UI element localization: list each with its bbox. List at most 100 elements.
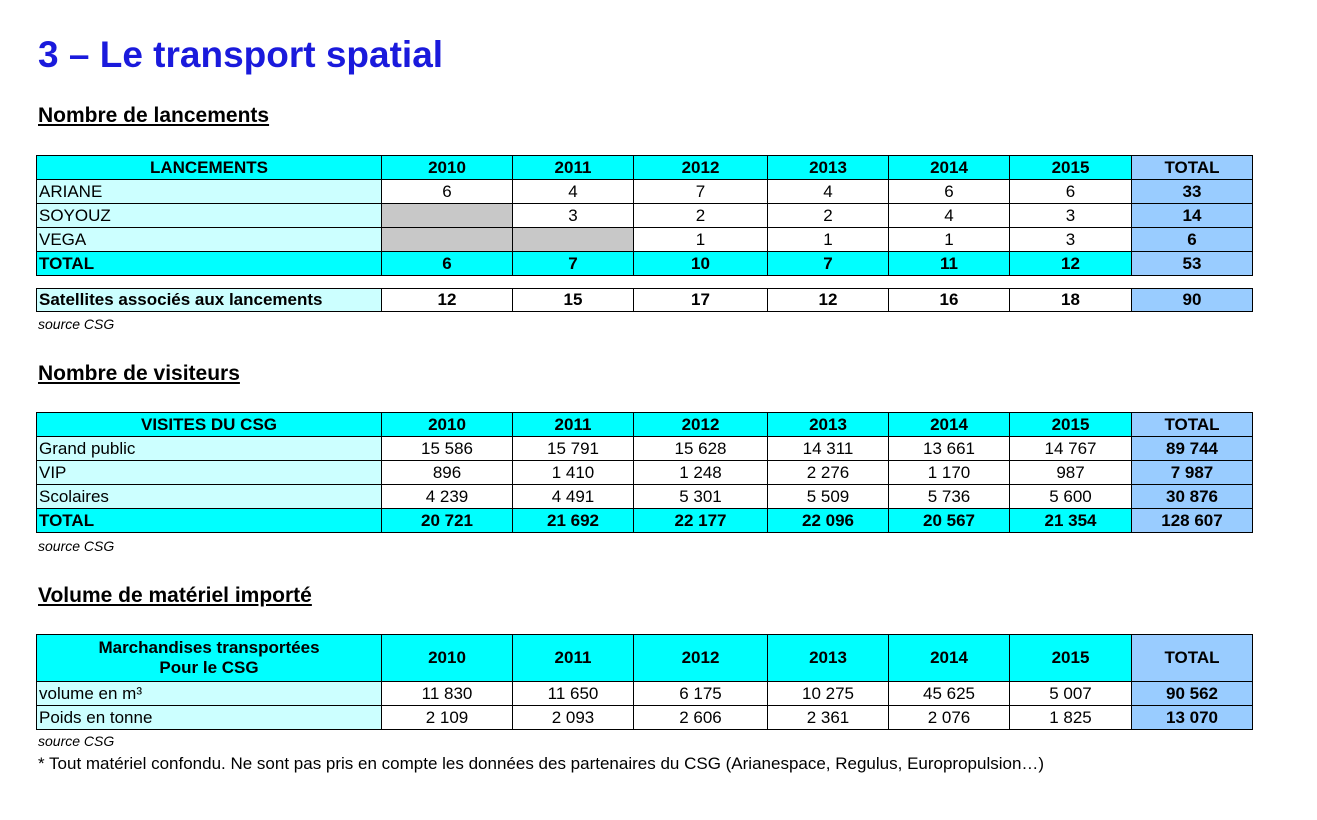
year-header: 2014 <box>888 155 1010 180</box>
table-cell: 3 <box>1009 203 1132 228</box>
table-cell: 5 509 <box>767 484 889 509</box>
table-cell: 2 276 <box>767 460 889 485</box>
row-label: VIP <box>36 460 382 485</box>
table-cell: 6 <box>381 179 513 204</box>
grand-total: 128 607 <box>1131 508 1253 533</box>
imports-header-label: Marchandises transportées Pour le CSG <box>36 634 382 682</box>
table-cell: 10 <box>633 251 768 276</box>
table-cell: 1 410 <box>512 460 634 485</box>
table-cell: 15 791 <box>512 436 634 461</box>
total-header: TOTAL <box>1131 155 1253 180</box>
table-cell: 7 <box>512 251 634 276</box>
year-header: 2015 <box>1009 634 1132 682</box>
year-header: 2015 <box>1009 412 1132 437</box>
year-header: 2015 <box>1009 155 1132 180</box>
table-cell: 1 <box>767 227 889 252</box>
visitors-table: VISITES DU CSG 2010 2011 2012 2013 2014 … <box>36 412 1253 533</box>
launches-heading: Nombre de lancements <box>38 104 270 127</box>
table-cell: 2 076 <box>888 705 1010 730</box>
table-cell: 22 096 <box>767 508 889 533</box>
year-header: 2014 <box>888 634 1010 682</box>
table-cell: 10 275 <box>767 681 889 706</box>
year-header: 2014 <box>888 412 1010 437</box>
total-header: TOTAL <box>1131 634 1253 682</box>
table-cell: 22 177 <box>633 508 768 533</box>
table-cell: 987 <box>1009 460 1132 485</box>
launches-header-row: LANCEMENTS 2010 2011 2012 2013 2014 2015… <box>36 155 1253 180</box>
table-cell: 4 <box>888 203 1010 228</box>
table-row: Poids en tonne 2 109 2 093 2 606 2 361 2… <box>36 705 1253 730</box>
total-header: TOTAL <box>1131 412 1253 437</box>
table-cell: 6 <box>381 251 513 276</box>
table-cell: 1 170 <box>888 460 1010 485</box>
row-label: Satellites associés aux lancements <box>36 288 382 312</box>
row-total: 90 <box>1131 288 1253 312</box>
table-cell: 5 301 <box>633 484 768 509</box>
empty-cell <box>381 203 513 228</box>
row-label: Scolaires <box>36 484 382 509</box>
table-cell: 12 <box>767 288 889 312</box>
row-label: Poids en tonne <box>36 705 382 730</box>
table-cell: 12 <box>381 288 513 312</box>
table-cell: 20 721 <box>381 508 513 533</box>
table-cell: 5 736 <box>888 484 1010 509</box>
table-cell: 3 <box>1009 227 1132 252</box>
year-header: 2013 <box>767 412 889 437</box>
year-header: 2011 <box>512 634 634 682</box>
row-label: VEGA <box>36 227 382 252</box>
table-cell: 21 354 <box>1009 508 1132 533</box>
table-cell: 2 109 <box>381 705 513 730</box>
row-total: 13 070 <box>1131 705 1253 730</box>
table-cell: 896 <box>381 460 513 485</box>
table-cell: 2 093 <box>512 705 634 730</box>
year-header: 2011 <box>512 412 634 437</box>
visitors-heading: Nombre de visiteurs <box>38 362 240 385</box>
table-cell: 1 <box>888 227 1010 252</box>
year-header: 2010 <box>381 155 513 180</box>
year-header: 2010 <box>381 634 513 682</box>
empty-cell <box>381 227 513 252</box>
table-cell: 4 491 <box>512 484 634 509</box>
table-cell: 11 650 <box>512 681 634 706</box>
table-cell: 4 239 <box>381 484 513 509</box>
row-label: Grand public <box>36 436 382 461</box>
table-cell: 2 <box>767 203 889 228</box>
imports-header-line: Pour le CSG <box>159 658 259 677</box>
table-cell: 21 692 <box>512 508 634 533</box>
table-cell: 2 <box>633 203 768 228</box>
table-cell: 6 <box>888 179 1010 204</box>
table-row: VEGA 1 1 1 3 6 <box>36 227 1253 252</box>
table-cell: 6 175 <box>633 681 768 706</box>
launches-table: LANCEMENTS 2010 2011 2012 2013 2014 2015… <box>36 155 1253 276</box>
table-cell: 12 <box>1009 251 1132 276</box>
row-total: 89 744 <box>1131 436 1253 461</box>
table-cell: 7 <box>633 179 768 204</box>
imports-header-row: Marchandises transportées Pour le CSG 20… <box>36 634 1253 682</box>
source-note: source CSG <box>38 538 115 554</box>
year-header: 2012 <box>633 412 768 437</box>
table-cell: 15 628 <box>633 436 768 461</box>
table-cell: 15 <box>512 288 634 312</box>
table-cell: 4 <box>767 179 889 204</box>
visitors-header-row: VISITES DU CSG 2010 2011 2012 2013 2014 … <box>36 412 1253 437</box>
table-cell: 20 567 <box>888 508 1010 533</box>
imports-table: Marchandises transportées Pour le CSG 20… <box>36 634 1253 730</box>
row-total: 90 562 <box>1131 681 1253 706</box>
table-row: Grand public 15 586 15 791 15 628 14 311… <box>36 436 1253 461</box>
row-total: 14 <box>1131 203 1253 228</box>
empty-cell <box>512 227 634 252</box>
satellites-table: Satellites associés aux lancements 12 15… <box>36 288 1253 312</box>
total-row: TOTAL 20 721 21 692 22 177 22 096 20 567… <box>36 508 1253 533</box>
table-row: VIP 896 1 410 1 248 2 276 1 170 987 7 98… <box>36 460 1253 485</box>
row-label: ARIANE <box>36 179 382 204</box>
year-header: 2012 <box>633 634 768 682</box>
imports-header-line: Marchandises transportées <box>98 638 320 657</box>
footnote: * Tout matériel confondu. Ne sont pas pr… <box>38 754 1045 773</box>
table-cell: 15 586 <box>381 436 513 461</box>
row-label: TOTAL <box>36 508 382 533</box>
table-cell: 14 311 <box>767 436 889 461</box>
table-cell: 5 600 <box>1009 484 1132 509</box>
year-header: 2013 <box>767 634 889 682</box>
page-title: 3 – Le transport spatial <box>38 34 444 75</box>
row-total: 33 <box>1131 179 1253 204</box>
